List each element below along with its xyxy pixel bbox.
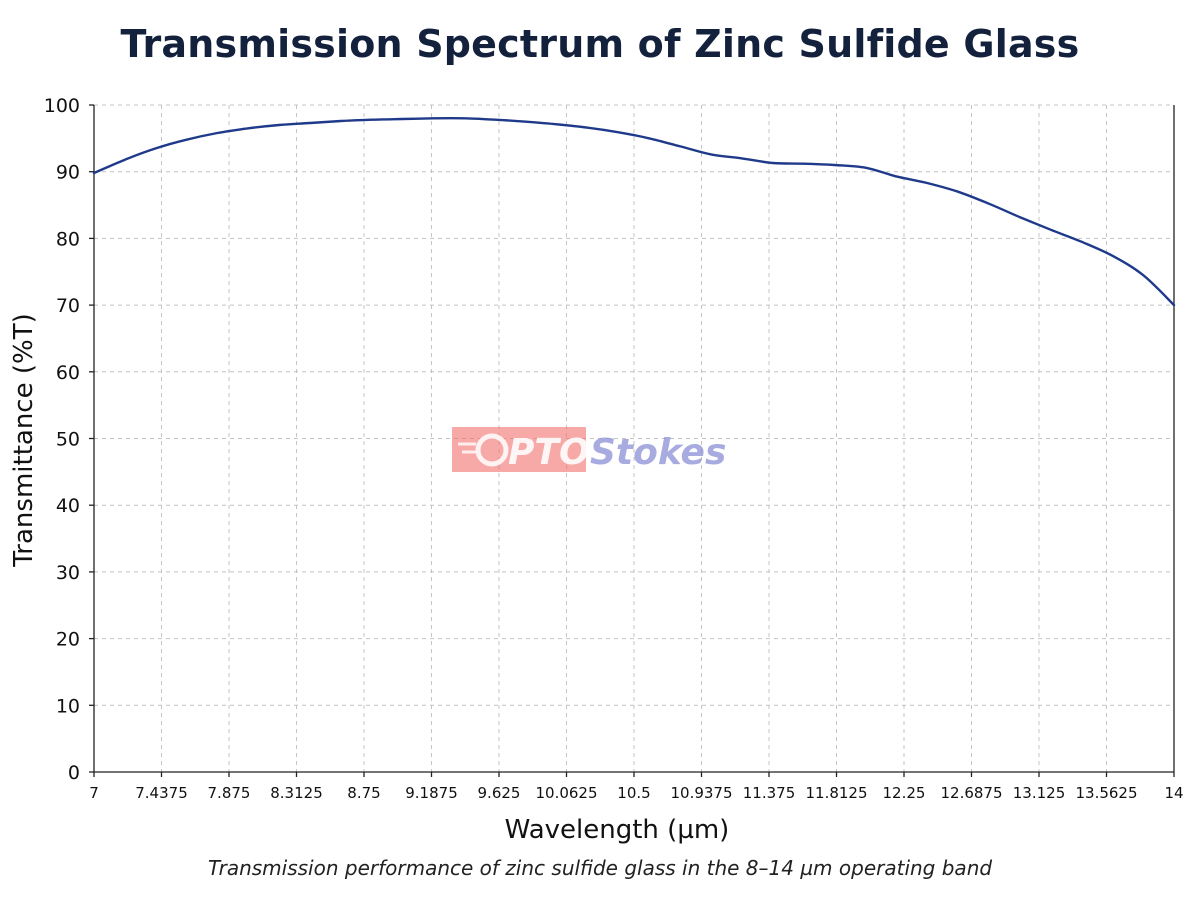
x-tick-label: 7 [89, 784, 99, 802]
x-tick-label: 7.875 [208, 784, 251, 802]
y-tick-label: 70 [56, 295, 80, 317]
x-tick-label: 11.375 [743, 784, 796, 802]
grid-lines [94, 104, 1174, 772]
y-axis-label: Transmittance (%T) [9, 313, 39, 568]
x-tick-label: 8.75 [347, 784, 380, 802]
x-tick-label: 7.4375 [135, 784, 188, 802]
watermark-text-stokes: Stokes [590, 432, 726, 473]
x-tick-label: 8.3125 [270, 784, 323, 802]
y-tick-label: 30 [56, 562, 80, 584]
x-tick-label: 11.8125 [805, 784, 867, 802]
x-tick-labels: 7 7.4375 7.875 8.3125 8.75 9.1875 9.625 10.0625… [89, 784, 1183, 802]
x-tick-label: 10.9375 [670, 784, 732, 802]
x-tick-label: 12.6875 [940, 784, 1002, 802]
x-axis-label: Wavelength (µm) [505, 815, 730, 845]
x-tick-label: 12.25 [883, 784, 926, 802]
x-tick-label: 13.5625 [1075, 784, 1137, 802]
x-tick-label: 9.1875 [405, 784, 458, 802]
axes [89, 104, 1175, 777]
y-tick-label: 20 [56, 629, 80, 651]
x-tick-label: 13.125 [1013, 784, 1066, 802]
x-tick-label: 9.625 [478, 784, 521, 802]
y-tick-label: 40 [56, 495, 80, 517]
y-tick-label: 50 [56, 429, 80, 451]
transmittance-line [92, 116, 1176, 307]
x-tick-label: 14 [1164, 784, 1183, 802]
chart-title: Transmission Spectrum of Zinc Sulfide Gl… [120, 22, 1080, 66]
x-tick-label: 10.0625 [535, 784, 597, 802]
y-tick-labels: 0 10 20 30 40 50 60 70 80 90 100 [44, 95, 80, 784]
watermark-text-pto: PTO [508, 432, 590, 473]
y-tick-label: 0 [68, 762, 80, 784]
y-tick-label: 90 [56, 162, 80, 184]
y-tick-label: 100 [44, 95, 80, 117]
y-tick-label: 10 [56, 695, 80, 717]
watermark-logo: PTO Stokes [452, 427, 726, 473]
watermark-o-icon [475, 433, 509, 467]
x-tick-label: 10.5 [617, 784, 650, 802]
y-tick-label: 60 [56, 362, 80, 384]
chart-caption: Transmission performance of zinc sulfide… [207, 856, 993, 880]
y-tick-label: 80 [56, 228, 80, 250]
watermark-badge [452, 427, 586, 472]
